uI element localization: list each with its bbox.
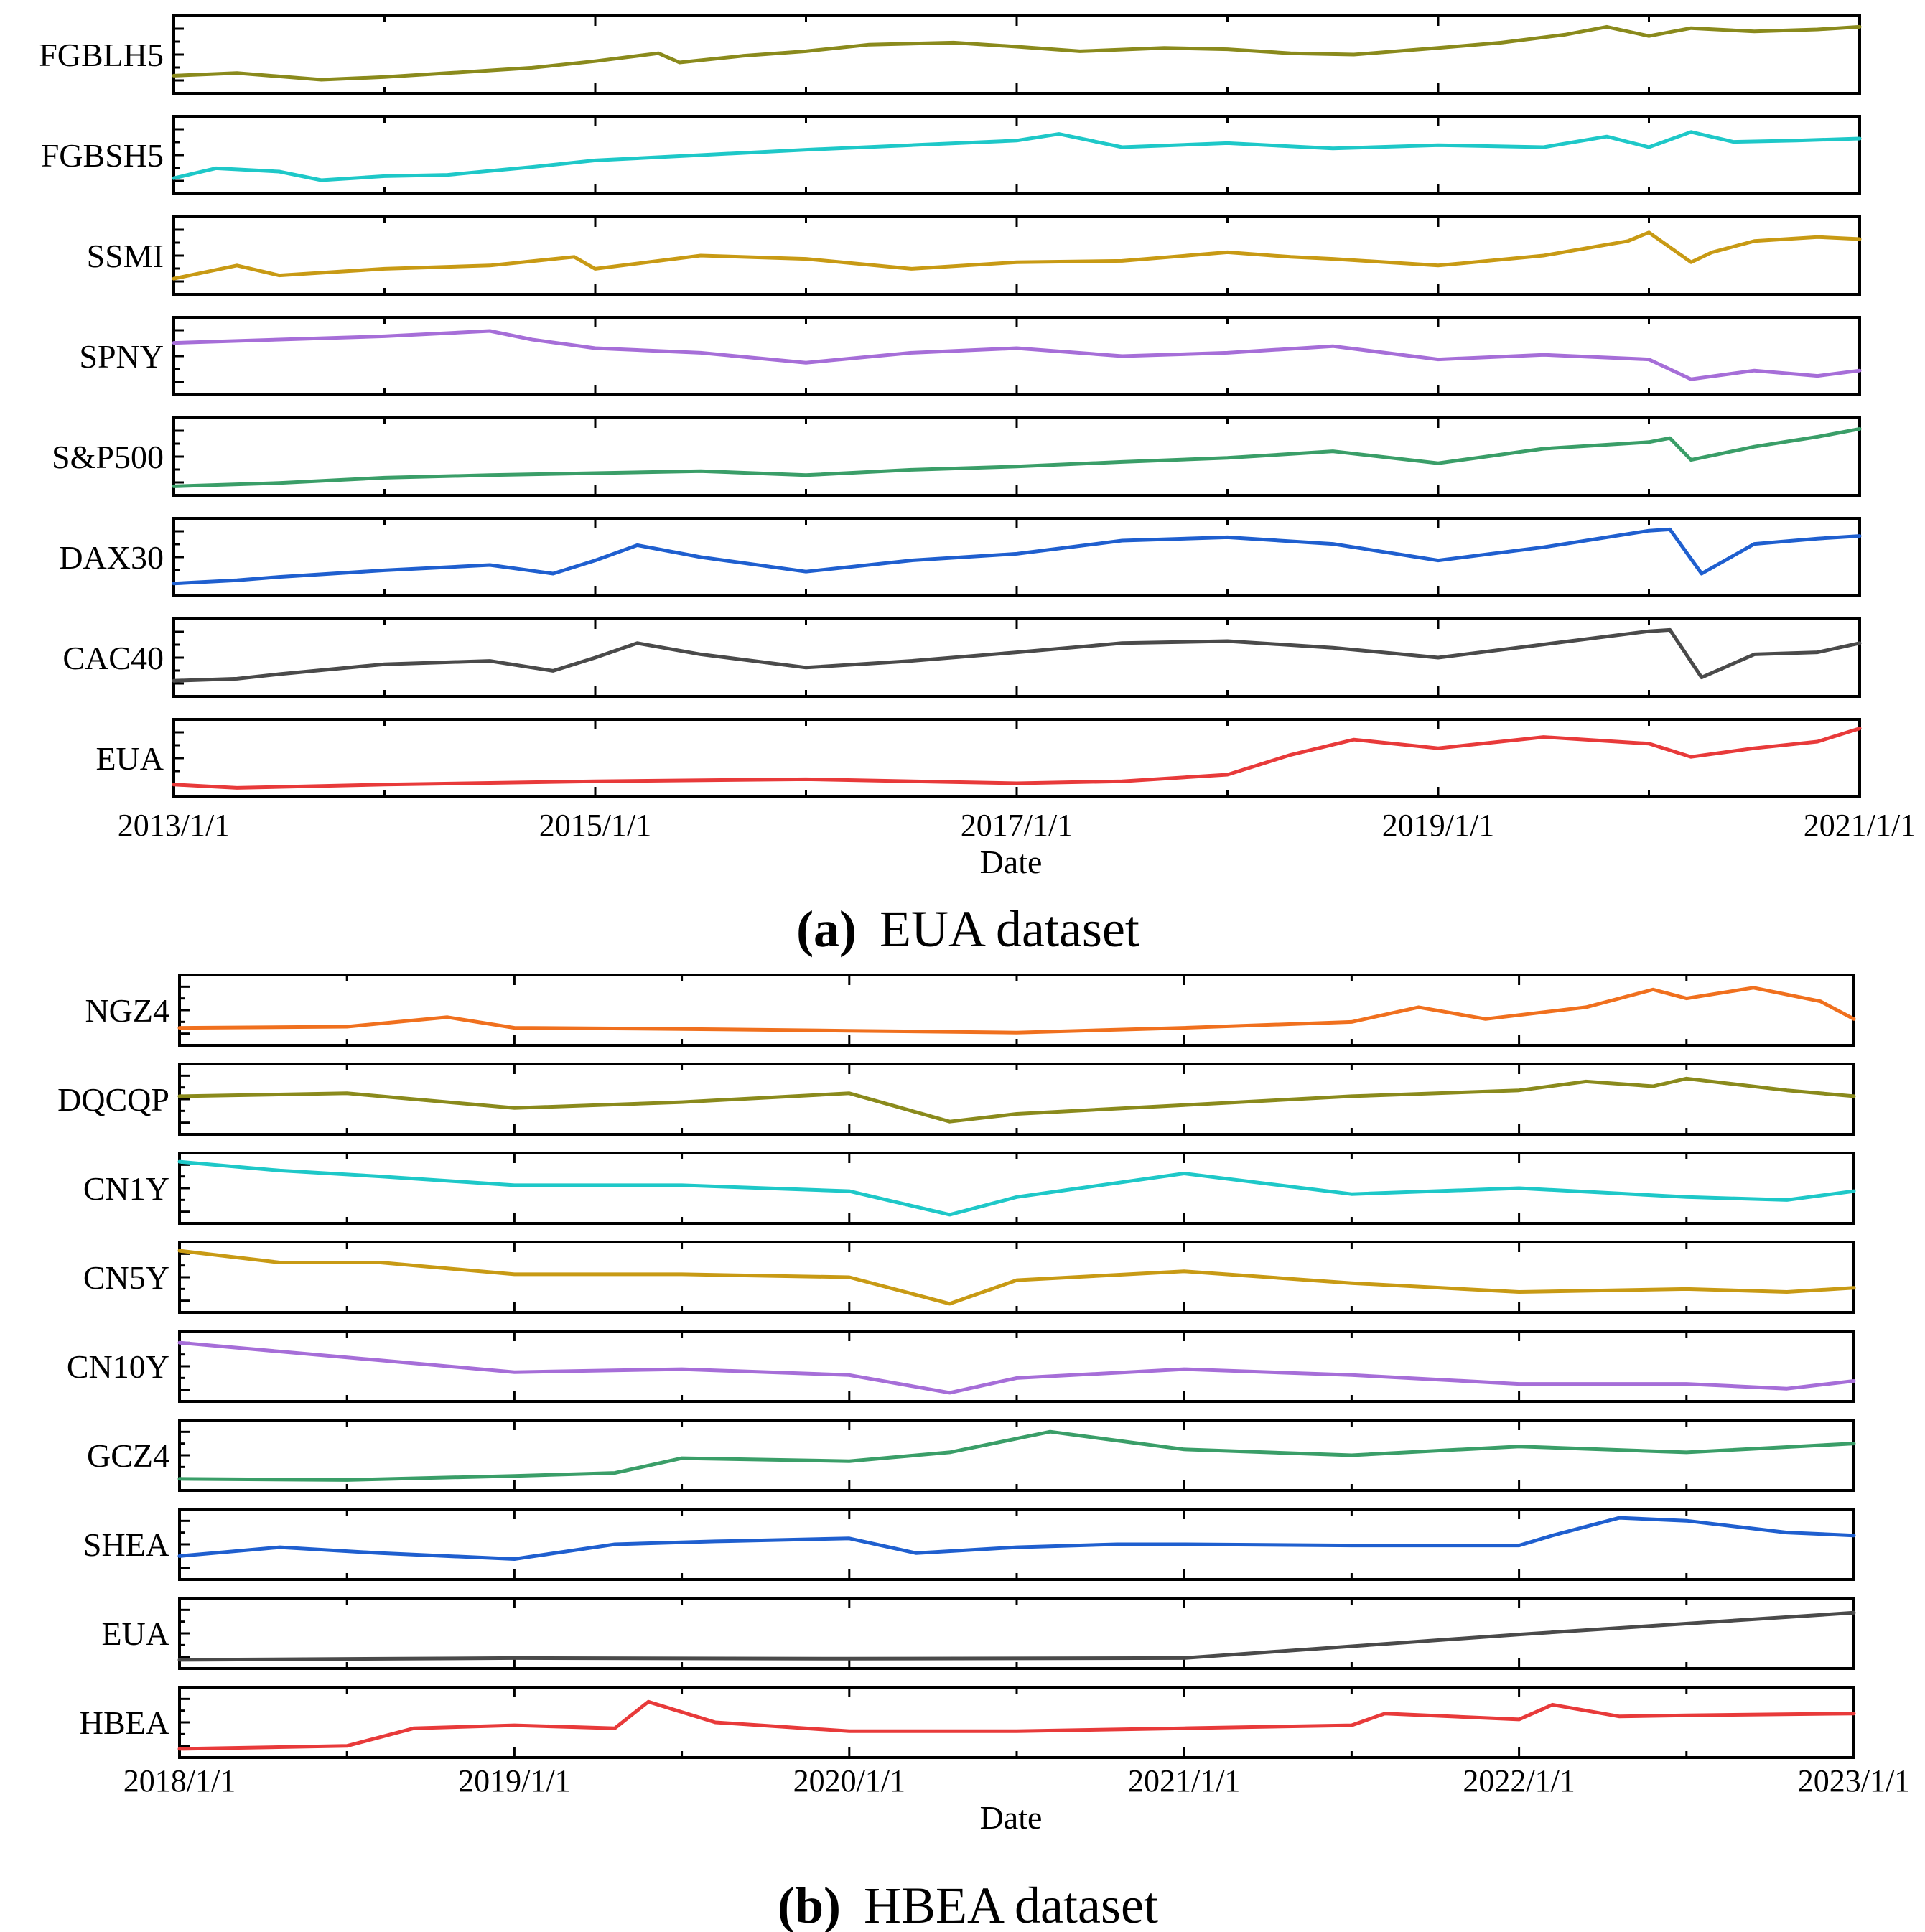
x-tick-label: 2021/1/1: [1804, 808, 1916, 843]
series-label: CN5Y: [83, 1259, 169, 1296]
panel-a-7: EUA: [95, 718, 1862, 798]
series-label: EUA: [101, 1615, 169, 1652]
x-tick-labels-a: 2013/1/1 2015/1/1 2017/1/1 2019/1/1 2021/1/1: [118, 808, 1916, 843]
series-line-shea: [177, 1516, 1856, 1561]
series-label: S&P500: [52, 439, 164, 475]
x-axis-title-a: Date: [980, 844, 1043, 880]
series-line-gcz4: [177, 1429, 1856, 1482]
x-tick-label: 2015/1/1: [539, 808, 651, 843]
series-label: SPNY: [79, 338, 164, 375]
series-label: CN10Y: [67, 1348, 169, 1385]
series-line-cn1y: [177, 1159, 1856, 1217]
x-tick-label: 2019/1/1: [1382, 808, 1494, 843]
series-line-spny: [172, 329, 1862, 381]
x-tick-label: 2023/1/1: [1798, 1763, 1910, 1798]
series-label: DAX30: [59, 539, 164, 576]
panel-frame: [172, 115, 1861, 195]
series-line-dax30: [172, 527, 1862, 586]
panel-a-6: CAC40: [62, 617, 1862, 698]
x-tick-label: 2019/1/1: [458, 1763, 570, 1798]
series-line-eua: [177, 1610, 1856, 1662]
series-line-cn5y: [177, 1249, 1856, 1306]
panel-frame: [172, 617, 1861, 698]
panel-b-7: EUA: [101, 1597, 1856, 1670]
series-line-cac40: [172, 627, 1862, 683]
x-axis-title-b: Date: [980, 1799, 1043, 1836]
series-line-dqcqp: [177, 1076, 1856, 1124]
panel-frame: [178, 1419, 1855, 1492]
x-tick-label: 2022/1/1: [1463, 1763, 1575, 1798]
series-line-cn10y: [177, 1340, 1856, 1395]
panel-frame: [178, 1686, 1855, 1759]
series-label: NGZ4: [85, 992, 169, 1029]
series-line-ngz4: [177, 986, 1856, 1035]
panel-b-3: CN5Y: [83, 1241, 1856, 1314]
figure-a-eua-dataset: FGBLH5 FGBSH5 SSMI SPNY S&P500 DAX30 CAC40 EUA 2…: [39, 14, 1916, 843]
series-line-ssmi: [172, 230, 1862, 281]
panel-b-4: CN10Y: [67, 1330, 1856, 1403]
series-label: GCZ4: [87, 1437, 169, 1474]
series-label: CAC40: [62, 640, 164, 676]
panel-b-0: NGZ4: [85, 974, 1856, 1047]
series-label: SHEA: [83, 1526, 169, 1563]
panel-frame: [178, 974, 1855, 1047]
series-label: CN1Y: [83, 1170, 169, 1207]
series-label: FGBSH5: [41, 137, 164, 174]
panel-a-1: FGBSH5: [41, 115, 1862, 195]
series-label: HBEA: [80, 1704, 169, 1741]
x-tick-label: 2021/1/1: [1128, 1763, 1240, 1798]
series-line-eua: [172, 727, 1862, 790]
panel-b-8: HBEA: [80, 1686, 1856, 1759]
panel-frame: [172, 517, 1861, 597]
x-tick-label: 2013/1/1: [118, 808, 230, 843]
series-line-fgbsh5: [172, 130, 1862, 182]
panel-b-5: GCZ4: [87, 1419, 1856, 1492]
panel-frame: [178, 1152, 1855, 1225]
series-label: EUA: [95, 740, 164, 777]
panel-frame: [172, 215, 1861, 296]
panel-a-4: S&P500: [52, 416, 1862, 497]
panel-frame: [178, 1508, 1855, 1581]
x-tick-labels-b: 2018/1/1 2019/1/1 2020/1/1 2021/1/1 2022/1/1…: [123, 1763, 1910, 1798]
x-tick-label: 2017/1/1: [961, 808, 1073, 843]
panel-b-2: CN1Y: [83, 1152, 1856, 1225]
x-tick-label: 2018/1/1: [123, 1763, 236, 1798]
panel-b-6: SHEA: [83, 1508, 1856, 1581]
series-line-fgblh5: [172, 24, 1862, 82]
series-label: FGBLH5: [39, 37, 164, 73]
panel-a-0: FGBLH5: [39, 14, 1862, 95]
series-line-hbea: [177, 1699, 1856, 1751]
caption-b: (b) HBEA dataset: [778, 1877, 1158, 1932]
panel-frame: [172, 416, 1861, 497]
series-label: SSMI: [87, 238, 164, 274]
panel-b-1: DQCQP: [57, 1063, 1856, 1136]
series-line-s-p500: [172, 426, 1862, 488]
caption-a: (a) EUA dataset: [796, 900, 1139, 958]
figure-b-hbea-dataset: NGZ4 DQCQP CN1Y CN5Y CN10Y GCZ4 SHEA EUA HBEA 201…: [57, 974, 1910, 1798]
x-tick-label: 2020/1/1: [793, 1763, 905, 1798]
panel-a-3: SPNY: [79, 316, 1862, 396]
series-label: DQCQP: [57, 1081, 169, 1118]
panel-frame: [178, 1241, 1855, 1314]
panel-a-5: DAX30: [59, 517, 1862, 597]
panel-a-2: SSMI: [87, 215, 1862, 296]
